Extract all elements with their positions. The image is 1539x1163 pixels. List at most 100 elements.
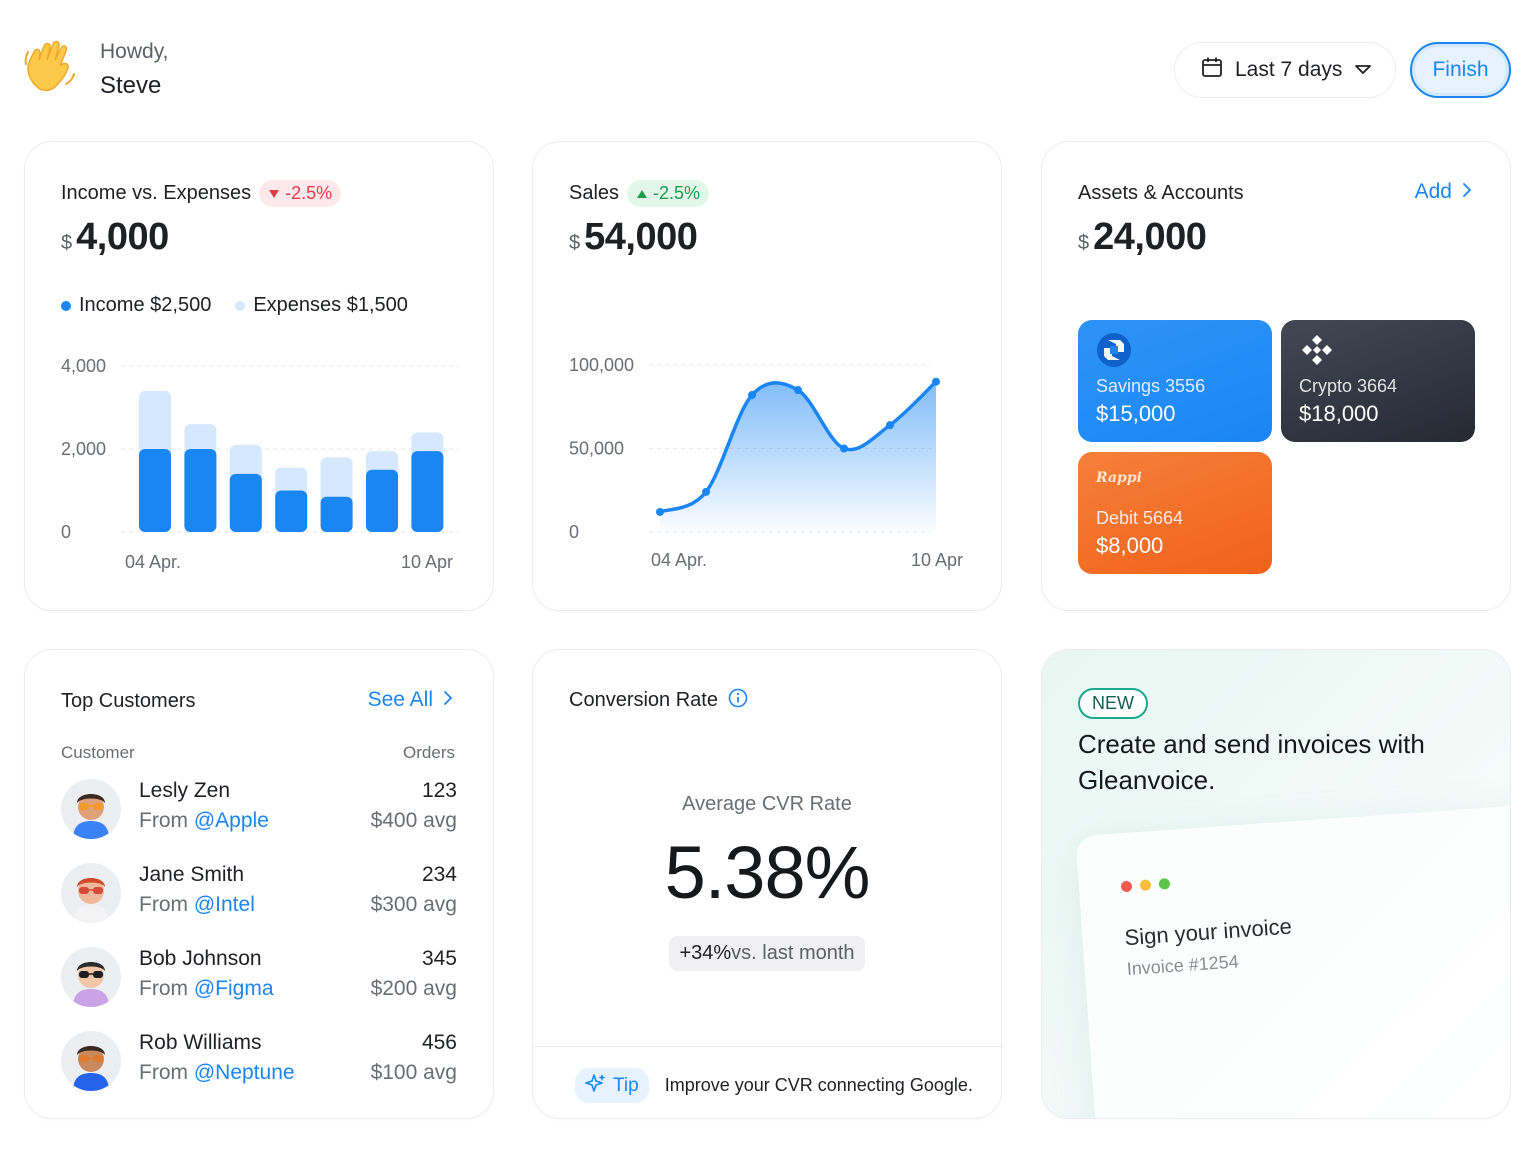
customer-name: Lesly Zen (139, 779, 231, 802)
card-title: Top Customers (61, 690, 196, 712)
x-tick-label: 04 Apr. (651, 550, 707, 570)
cvr-delta-suffix: vs. last month (731, 942, 855, 964)
sparkle-icon (585, 1072, 607, 1099)
income-bar (366, 469, 398, 532)
account-value: $18,000 (1299, 401, 1379, 426)
order-count: 123 (421, 779, 457, 802)
customer-row[interactable]: Lesly Zen From @Apple 123 $400 avg (25, 779, 493, 849)
y-tick-label: 0 (569, 522, 579, 542)
preview-title: Sign your invoice (1123, 913, 1293, 951)
card-title: Income vs. Expenses (61, 182, 252, 204)
order-count: 345 (421, 947, 457, 970)
sales-point (886, 421, 894, 430)
invoice-preview-window: Sign your invoice Invoice #1254 (1075, 804, 1510, 1118)
sales-point (794, 386, 802, 395)
income-bar (229, 473, 262, 532)
x-tick-label: 10 Apr (911, 550, 963, 570)
currency-symbol: $ (569, 232, 581, 254)
calendar-icon (1201, 56, 1223, 84)
debit-account-tile[interactable]: Rappi Debit 5664 $8,000 (1078, 452, 1272, 574)
crypto-account-tile[interactable]: Crypto 3664 $18,000 (1281, 320, 1475, 442)
avatar (61, 1031, 121, 1091)
income-expenses-card: Income vs. Expenses -2.5% $ 4,000 Income… (24, 141, 494, 611)
finish-button[interactable]: Finish (1410, 42, 1511, 98)
order-average: $100 avg (370, 1061, 457, 1084)
sales-card: Sales -2.5% $ 54,000 100,000 50,000 0 04 Ap… (532, 141, 1002, 611)
company-link[interactable]: @Intel (193, 893, 255, 916)
card-title: Sales (569, 182, 620, 204)
account-value: $8,000 (1096, 533, 1164, 558)
change-badge: -2.5% (259, 180, 342, 207)
account-label: Crypto 3664 (1299, 376, 1398, 396)
cvr-value: 5.38% (664, 831, 871, 914)
income-bar (411, 451, 444, 532)
income-bar (275, 490, 308, 532)
chevron-down-icon (1354, 58, 1372, 82)
customer-row[interactable]: Bob Johnson From @Figma 345 $200 avg (25, 947, 493, 1017)
order-average: $400 avg (370, 809, 457, 832)
assets-accounts-card: Assets & Accounts Add $ 24,000 Savings 3… (1041, 141, 1511, 611)
customer-company: From @Intel (139, 893, 255, 917)
chevron-right-icon (443, 690, 453, 711)
divider (533, 1046, 1001, 1047)
triangle-down-icon (268, 183, 280, 204)
customer-name: Jane Smith (139, 863, 245, 886)
date-range-dropdown[interactable]: Last 7 days (1174, 42, 1396, 98)
income-bar (320, 496, 353, 532)
customer-row[interactable]: Jane Smith From @Intel 234 $300 avg (25, 863, 493, 933)
date-range-label: Last 7 days (1235, 58, 1343, 81)
from-prefix: From (139, 977, 188, 1000)
y-tick-label: 100,000 (569, 355, 634, 375)
from-prefix: From (139, 809, 188, 832)
see-all-link[interactable]: See All (368, 688, 453, 712)
top-customers-card: Top Customers See All Customer Orders Le… (24, 649, 494, 1119)
triangle-up-icon (636, 183, 648, 204)
conversion-rate-card: Conversion Rate Average CVR Rate 5.38% +… (532, 649, 1002, 1119)
y-tick-label: 2,000 (61, 439, 106, 459)
user-name: Steve (100, 72, 162, 99)
column-header-orders: Orders (403, 743, 455, 762)
company-link[interactable]: @Figma (193, 977, 274, 1000)
x-tick-label: 04 Apr. (125, 552, 181, 572)
preview-subtitle: Invoice #1254 (1126, 951, 1240, 980)
info-icon[interactable] (728, 688, 748, 713)
tip-label: Tip (613, 1074, 639, 1096)
avatar (61, 863, 121, 923)
order-count: 456 (421, 1031, 457, 1054)
income-bar (139, 449, 171, 532)
change-value: -2.5% (653, 183, 701, 203)
sales-point (656, 507, 664, 516)
greeting-text: Howdy, (100, 40, 169, 63)
company-link[interactable]: @Apple (193, 809, 269, 832)
x-tick-label: 10 Apr (401, 552, 453, 572)
order-average: $200 avg (370, 977, 457, 1000)
sales-point (702, 487, 710, 496)
see-all-label: See All (367, 688, 433, 711)
bank-logo-icon (1096, 332, 1132, 373)
from-prefix: From (139, 893, 188, 916)
invoice-promo-card[interactable]: NEW Create and send invoices with Gleanv… (1041, 649, 1511, 1119)
add-account-link[interactable]: Add (1415, 180, 1472, 204)
account-value: $15,000 (1096, 401, 1176, 426)
total-amount: 4,000 (76, 216, 169, 258)
order-average: $300 avg (370, 893, 457, 916)
total-amount: 54,000 (584, 216, 698, 258)
savings-account-tile[interactable]: Savings 3556 $15,000 (1078, 320, 1272, 442)
from-prefix: From (139, 1061, 188, 1084)
total-amount: 24,000 (1093, 216, 1207, 258)
customer-company: From @Figma (139, 977, 274, 1001)
window-controls (1120, 877, 1171, 893)
column-header-customer: Customer (61, 743, 135, 762)
sales-area-fill (660, 381, 936, 532)
customer-name: Rob Williams (139, 1031, 262, 1054)
change-value: -2.5% (285, 183, 333, 203)
customer-row[interactable]: Rob Williams From @Neptune 456 $100 avg (25, 1031, 493, 1101)
account-label: Debit 5664 (1096, 508, 1184, 528)
minimize-dot-icon (1139, 879, 1152, 892)
order-count: 234 (421, 863, 457, 886)
company-link[interactable]: @Neptune (193, 1061, 295, 1084)
account-label: Savings 3556 (1096, 376, 1206, 396)
change-badge: -2.5% (627, 180, 710, 207)
sales-point (932, 377, 940, 386)
customer-name: Bob Johnson (139, 947, 262, 970)
